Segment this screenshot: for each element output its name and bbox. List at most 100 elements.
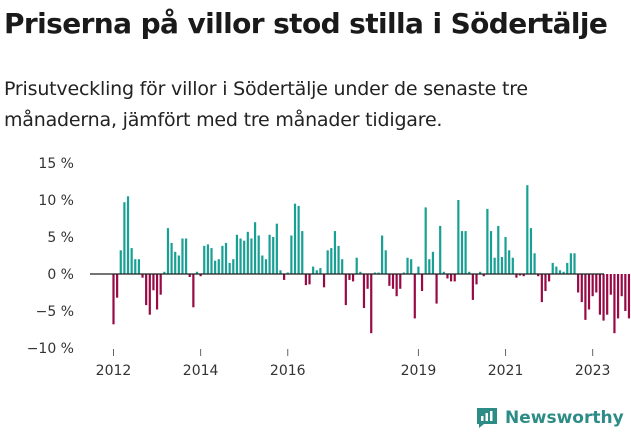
y-tick-label: 10 % xyxy=(38,193,74,209)
bar xyxy=(264,259,268,274)
chart-subtitle: Prisutveckling för villor i Södertälje u… xyxy=(4,78,528,131)
bar xyxy=(449,274,453,282)
bar xyxy=(279,270,282,274)
bar xyxy=(366,274,369,289)
x-tick-label: 2021 xyxy=(488,363,524,379)
bar xyxy=(577,274,580,293)
bar xyxy=(591,274,594,297)
y-tick-label: 15 % xyxy=(38,156,74,172)
bar xyxy=(562,271,565,274)
bar xyxy=(308,274,311,285)
bar xyxy=(119,250,122,274)
bar xyxy=(471,274,474,300)
bar xyxy=(112,274,115,325)
bar xyxy=(624,274,627,311)
y-tick-label: −10 % xyxy=(27,341,74,357)
bar xyxy=(290,235,293,274)
bar xyxy=(457,200,460,274)
bar xyxy=(210,248,213,274)
bar xyxy=(439,225,442,274)
bar xyxy=(587,274,591,310)
bar xyxy=(130,248,133,274)
bar xyxy=(174,251,177,274)
bar xyxy=(370,274,373,334)
y-axis: −10 % −5 % 0 % 5 % 10 % 15 % xyxy=(27,156,74,357)
bar xyxy=(381,235,384,274)
bar xyxy=(580,274,583,303)
bar xyxy=(159,274,162,295)
bar xyxy=(246,231,249,274)
bar xyxy=(431,251,435,274)
bar xyxy=(126,196,130,274)
bar xyxy=(192,274,195,308)
bar xyxy=(326,250,329,274)
bar xyxy=(529,228,533,274)
bar xyxy=(283,274,286,280)
bar xyxy=(479,271,482,274)
chart-title: Priserna på villor stod stilla i Södertä… xyxy=(4,7,608,40)
bar xyxy=(537,274,540,277)
bar xyxy=(595,274,598,293)
bar xyxy=(268,234,271,274)
y-tick-label: −5 % xyxy=(36,304,74,320)
bar xyxy=(384,250,387,274)
bar xyxy=(275,223,278,274)
bar xyxy=(330,248,333,274)
bar xyxy=(482,274,485,277)
bar xyxy=(515,274,518,278)
bar xyxy=(341,259,344,274)
bar xyxy=(410,259,413,274)
bar xyxy=(163,271,166,274)
brand-name: Newsworthy xyxy=(505,408,624,428)
bar xyxy=(584,274,587,320)
bar xyxy=(137,259,141,274)
bar xyxy=(460,231,464,274)
x-tick-label: 2023 xyxy=(575,363,611,379)
bar xyxy=(257,235,260,274)
bar xyxy=(301,231,304,274)
bar xyxy=(243,240,246,274)
bar xyxy=(116,274,119,298)
bar xyxy=(152,274,155,291)
bar xyxy=(181,238,184,274)
bar xyxy=(533,253,536,274)
x-axis: 2012201420162019202120232025 xyxy=(96,349,611,379)
bar xyxy=(504,237,507,274)
bar xyxy=(417,266,420,274)
bar xyxy=(355,257,358,274)
y-tick-label: 0 % xyxy=(47,267,74,283)
bar xyxy=(239,238,242,274)
x-tick-label: 2012 xyxy=(96,363,132,379)
bar xyxy=(217,259,220,274)
x-tick-label: 2016 xyxy=(270,363,306,379)
bar xyxy=(155,274,159,310)
bar xyxy=(145,274,148,306)
price-change-bar-chart: −10 % −5 % 0 % 5 % 10 % 15 % 2012 2014 2016 2019… xyxy=(27,156,631,379)
bar xyxy=(388,274,391,286)
newsworthy-brand[interactable]: Newsworthy xyxy=(475,406,624,430)
bar xyxy=(464,231,467,274)
bar xyxy=(286,272,289,274)
bar xyxy=(555,266,558,274)
bar xyxy=(195,271,199,274)
bar xyxy=(442,271,445,274)
bar xyxy=(206,244,209,274)
bar xyxy=(272,237,275,274)
bar xyxy=(315,270,318,274)
bar xyxy=(609,274,612,295)
bar xyxy=(413,274,416,319)
bar xyxy=(613,274,616,334)
bar xyxy=(293,203,297,274)
bar xyxy=(319,268,322,274)
bar xyxy=(391,274,395,289)
bar xyxy=(486,208,489,274)
bar xyxy=(185,238,188,274)
bar xyxy=(558,270,562,274)
bar xyxy=(177,255,180,274)
bar xyxy=(250,238,253,274)
bar xyxy=(304,274,307,286)
bar xyxy=(235,234,239,274)
bar xyxy=(170,242,173,274)
bar xyxy=(199,274,202,277)
bar xyxy=(232,259,235,274)
